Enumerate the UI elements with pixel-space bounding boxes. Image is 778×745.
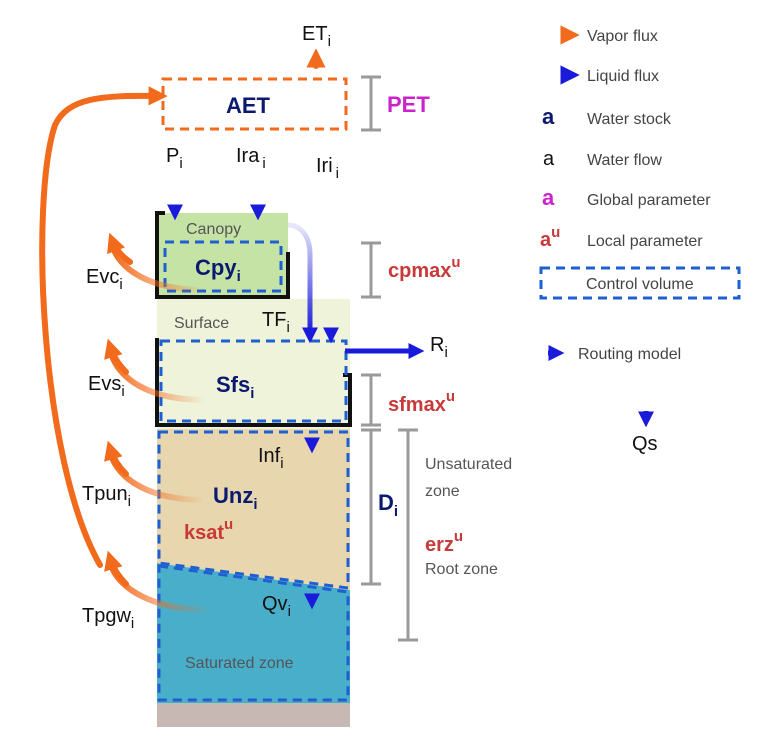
legend-global-label: Global parameter [587,192,711,209]
sfmax-label: sfmaxu [388,388,455,416]
legend-control-box [539,266,741,300]
canopy-control-volume [163,240,283,293]
inf-label: Infi [258,445,284,472]
routing-label: Routing model [578,346,681,363]
legend-stock-sample: a [542,104,555,129]
surface-label: Surface [174,315,229,332]
qv-label: Qvi [262,593,291,620]
saturated-layer [157,563,350,703]
legend-liquid-label: Liquid flux [587,68,659,85]
erz-label: erzu [425,528,463,556]
aet-feedback-arrow [39,86,168,568]
erz-bracket [398,428,418,642]
throughfall-arrow [287,222,313,335]
ksat-label: ksatu [184,516,233,544]
pet-bracket [361,75,381,132]
root-zone-label: Root zone [425,561,498,578]
legend-stock-label: Water stock [587,111,672,128]
control-volumes [157,77,350,702]
canopy-label: Canopy [186,221,241,238]
parameter-brackets [361,75,418,642]
aet-label: AET [226,93,271,118]
bedrock-layer [157,703,350,727]
tpun-label: Tpuni [82,483,131,510]
evs-label: Evsi [88,373,125,400]
qs-label: Qs [632,433,658,455]
saturated-control-volume [157,564,350,702]
legend-flow-label: Water flow [587,152,662,169]
surface-control-volume [159,339,348,423]
tf-label: TFi [262,309,290,336]
evs-arrow-head [104,338,129,375]
evc-arrow-head [107,232,133,265]
unz-label: Unzi [213,483,258,513]
legend-local-sample: au [540,224,560,251]
legend-flow-sample: a [543,148,555,170]
depth-label: Di [378,490,398,520]
canopy-layer [157,213,288,299]
unsaturated-zone-label-1: Unsaturated [425,456,512,473]
legend-control-label: Control volume [586,276,694,293]
tpgw-arrow-head [104,550,129,587]
cpmax-bracket [361,241,381,299]
sfs-label: Sfsi [216,372,254,402]
depth-bracket [361,428,381,586]
sfmax-bracket [361,373,381,427]
canopy-wall [155,211,290,299]
unsaturated-zone-label-2: zone [425,483,460,500]
tpun-arrow-head [104,440,129,477]
legend-local-label: Local parameter [587,233,703,250]
runoff-label: Ri [430,334,448,361]
legend-vapor-label: Vapor flux [587,28,658,45]
evc-label: Evci [86,266,123,293]
ira-label: Ira i [236,145,266,172]
iri-label: Iri i [316,155,339,182]
pet-label: PET [387,92,430,117]
cpmax-label: cpmaxu [388,254,461,282]
unsaturated-control-volume [157,430,350,590]
diagram-labels: ETi AET PET Pi Ira i Iri i Canopy Cpyi cpm… [82,23,681,672]
legend: Vapor flux Liquid flux a Water stock a W… [530,25,741,300]
liquid-fluxes [166,172,655,610]
tpgw-label: Tpgwi [82,605,134,632]
precip-label: Pi [166,145,183,172]
vapor-fluxes [39,48,326,613]
legend-global-sample: a [542,185,555,210]
et-label: ETi [302,23,331,50]
saturated-zone-label: Saturated zone [185,655,294,672]
surface-layer [157,299,350,429]
cpy-label: Cpyi [195,255,241,285]
